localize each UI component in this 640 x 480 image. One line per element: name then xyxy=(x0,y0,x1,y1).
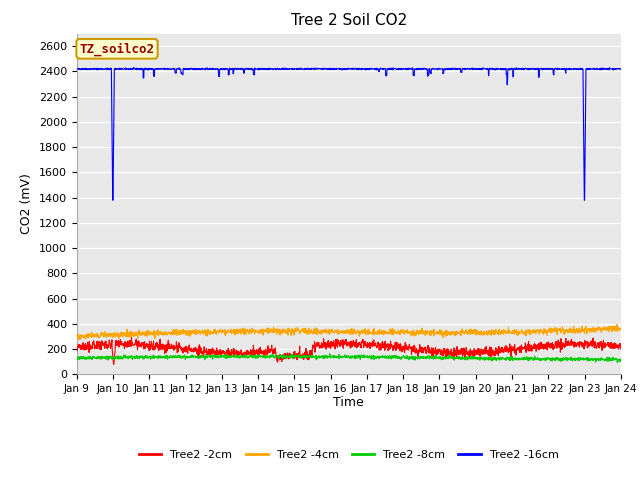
Title: Tree 2 Soil CO2: Tree 2 Soil CO2 xyxy=(291,13,407,28)
Y-axis label: CO2 (mV): CO2 (mV) xyxy=(20,174,33,234)
Text: TZ_soilco2: TZ_soilco2 xyxy=(79,42,154,56)
X-axis label: Time: Time xyxy=(333,396,364,408)
Legend: Tree2 -2cm, Tree2 -4cm, Tree2 -8cm, Tree2 -16cm: Tree2 -2cm, Tree2 -4cm, Tree2 -8cm, Tree… xyxy=(134,445,563,464)
